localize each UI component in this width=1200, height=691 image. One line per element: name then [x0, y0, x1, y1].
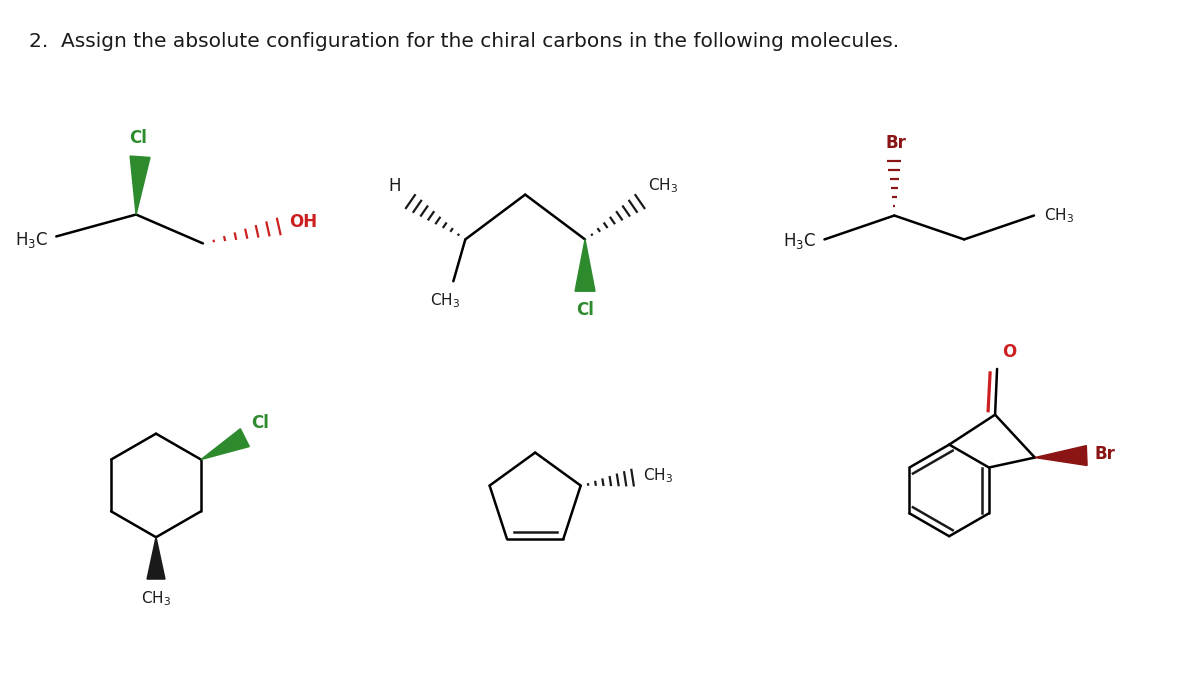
Polygon shape	[148, 537, 166, 579]
Text: O: O	[1002, 343, 1016, 361]
Polygon shape	[200, 428, 250, 460]
Text: Br: Br	[1094, 444, 1116, 462]
Text: H: H	[388, 177, 401, 195]
Text: OH: OH	[289, 214, 317, 231]
Polygon shape	[130, 156, 150, 214]
Text: H$_3$C: H$_3$C	[16, 230, 48, 250]
Text: Cl: Cl	[251, 414, 269, 432]
Text: H$_3$C: H$_3$C	[784, 231, 816, 252]
Text: CH$_3$: CH$_3$	[642, 466, 673, 485]
Polygon shape	[575, 239, 595, 291]
Text: 2.  Assign the absolute configuration for the chiral carbons in the following mo: 2. Assign the absolute configuration for…	[29, 32, 900, 51]
Text: CH$_3$: CH$_3$	[648, 176, 678, 195]
Text: Br: Br	[886, 134, 907, 152]
Text: CH$_3$: CH$_3$	[431, 291, 461, 310]
Text: CH$_3$: CH$_3$	[1044, 206, 1074, 225]
Polygon shape	[1034, 446, 1087, 466]
Text: Cl: Cl	[130, 129, 148, 146]
Text: CH$_3$: CH$_3$	[140, 589, 172, 607]
Text: Cl: Cl	[576, 301, 594, 319]
